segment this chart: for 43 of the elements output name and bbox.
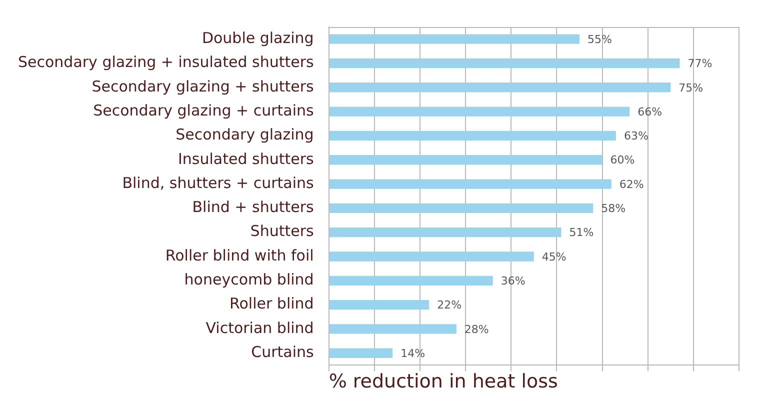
- y-tick-label: Secondary glazing: [176, 126, 314, 144]
- data-label: 14%: [400, 346, 426, 360]
- y-tick-label: Roller blind with foil: [165, 246, 314, 264]
- bar: [329, 203, 594, 214]
- data-label: 22%: [437, 298, 462, 312]
- data-label: 60%: [610, 154, 635, 167]
- bar: [329, 179, 612, 189]
- data-label: 77%: [688, 57, 712, 70]
- y-tick-label: Insulated shutters: [178, 150, 314, 168]
- y-tick-label: Secondary glazing + insulated shutters: [18, 53, 314, 72]
- bar: [329, 130, 616, 141]
- data-label: 63%: [624, 130, 648, 143]
- x-axis-title: % reduction in heat loss: [328, 370, 558, 393]
- bar: [329, 252, 534, 262]
- bar: [329, 300, 430, 310]
- y-tick-label: honeycomb blind: [184, 270, 314, 289]
- data-label: 66%: [638, 105, 662, 118]
- bar: [329, 324, 456, 334]
- data-label: 62%: [619, 178, 644, 191]
- y-tick-label: Double glazing: [202, 28, 314, 47]
- y-tick-label: Secondary glazing + shutters: [92, 77, 314, 96]
- bar: [329, 58, 680, 68]
- y-tick-label: Curtains: [251, 343, 314, 362]
- y-tick-label: Shutters: [250, 222, 314, 240]
- bar: [329, 348, 393, 358]
- data-label: 58%: [601, 202, 626, 216]
- data-label: 51%: [569, 226, 594, 240]
- data-label: 45%: [542, 250, 566, 264]
- y-tick-label: Secondary glazing + curtains: [93, 101, 314, 120]
- bar: [329, 34, 580, 44]
- y-tick-label: Roller blind: [230, 294, 314, 313]
- bar: [329, 155, 602, 165]
- bar: [329, 106, 630, 116]
- y-tick-label: Blind, shutters + curtains: [122, 174, 314, 192]
- data-label: 75%: [678, 81, 704, 94]
- bar: [329, 228, 562, 238]
- y-tick-label: Victorian blind: [206, 318, 314, 337]
- bar: [329, 276, 493, 286]
- data-label: 28%: [464, 322, 489, 336]
- bar: [329, 82, 671, 92]
- y-tick-label: Blind + shutters: [192, 198, 314, 216]
- data-label: 36%: [500, 274, 526, 288]
- data-label: 55%: [587, 32, 612, 46]
